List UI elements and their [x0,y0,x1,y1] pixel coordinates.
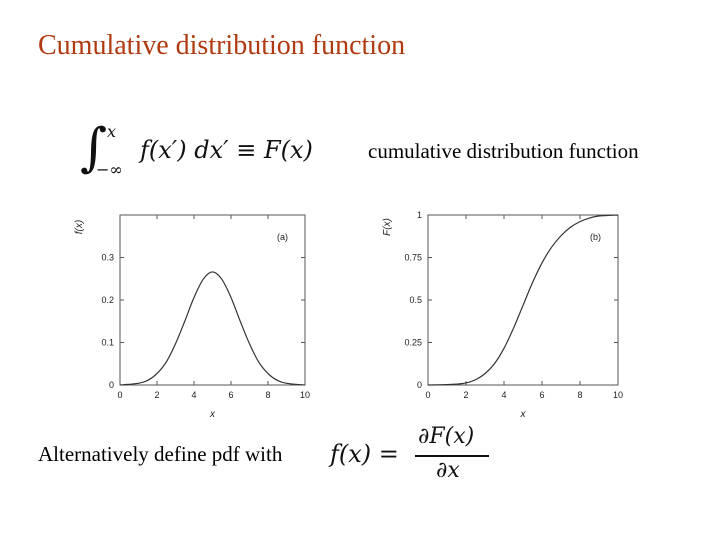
cdf-caption: cumulative distribution function [368,139,639,163]
x-tick-label: 4 [501,390,506,400]
fraction-bar [415,455,489,457]
y-tick-label: 0.75 [404,253,422,263]
slide-title: Cumulative distribution function [38,30,406,61]
pdf-denominator: ∂x [436,458,460,483]
y-tick-label: 0 [417,380,422,390]
panel-label: (a) [277,232,288,242]
x-axis-label: x [209,409,216,420]
pdf-lhs: f(x) = [330,440,399,468]
y-tick-label: 0.5 [409,295,422,305]
y-tick-label: 1 [417,210,422,220]
integral-lower-limit: −∞ [96,160,123,179]
cdf-chart: 0 2 4 6 8 10 0 0.25 0.5 0.75 1 x F(x) (b) [382,210,623,420]
x-axis-label: x [520,409,527,420]
integral-sign: ∫ [80,118,108,178]
integral-upper-limit: x [107,122,117,141]
x-tick-label: 8 [265,390,270,400]
y-tick-label: 0.25 [404,338,422,348]
x-tick-label: 0 [117,390,122,400]
pdf-numerator: ∂F(x) [418,424,475,449]
integral-body: f(x′) dx′ ≡ F(x) [140,136,313,164]
x-tick-label: 2 [463,390,468,400]
x-tick-label: 6 [228,390,233,400]
x-tick-label: 2 [154,390,159,400]
pdf-chart: 0 2 4 6 8 10 0 0.1 0.2 0.3 x f(x) (a) [74,214,310,420]
x-tick-label: 10 [300,390,310,400]
pdf-caption: Alternatively define pdf with [38,442,283,466]
x-tick-label: 6 [539,390,544,400]
x-tick-label: 0 [425,390,430,400]
series-line [427,214,619,386]
y-tick-label: 0.3 [101,253,114,263]
x-tick-label: 4 [191,390,196,400]
series-line [119,271,306,386]
y-tick-label: 0.2 [101,295,114,305]
y-tick-label: 0 [109,380,114,390]
panel-label: (b) [590,232,601,242]
y-axis-label: F(x) [382,218,393,236]
y-axis-label: f(x) [74,220,85,234]
x-tick-label: 8 [577,390,582,400]
y-tick-label: 0.1 [101,338,114,348]
x-tick-label: 10 [613,390,623,400]
